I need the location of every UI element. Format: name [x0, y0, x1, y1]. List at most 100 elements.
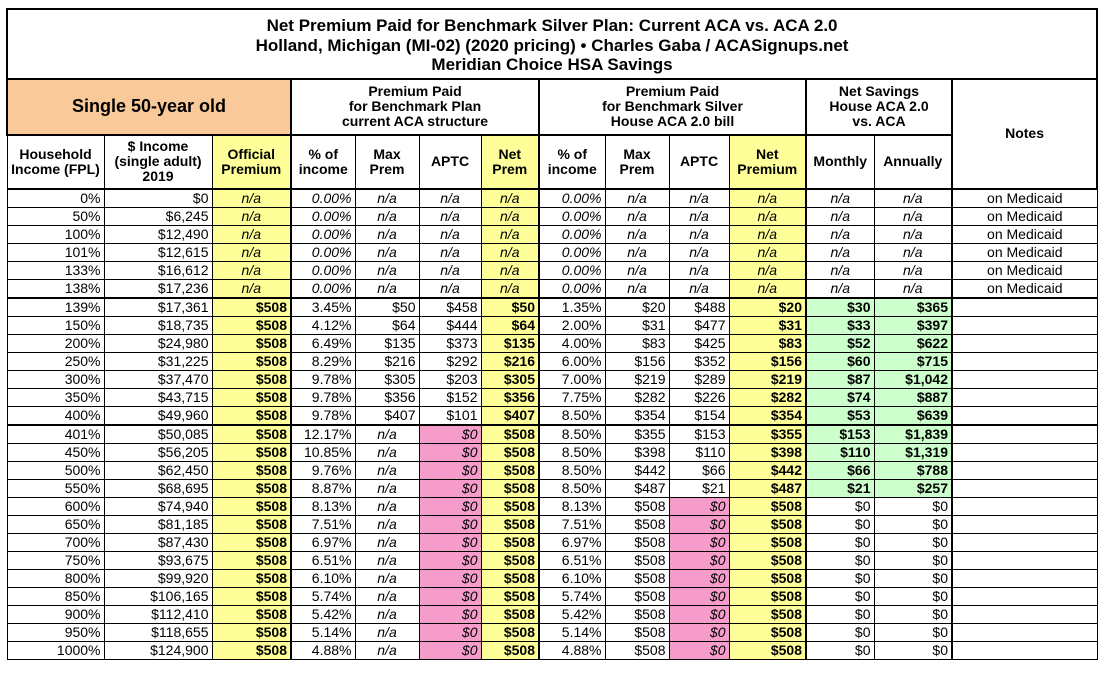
table-cell: $508: [211, 315, 292, 335]
table-cell: $20: [604, 297, 670, 317]
table-cell: $508: [604, 622, 670, 642]
table-cell: n/a: [668, 260, 730, 280]
table-cell: $508: [211, 568, 292, 588]
table-cell: $508: [480, 532, 540, 552]
table-cell: $508: [211, 333, 292, 353]
table-cell: 8.13%: [290, 496, 356, 516]
table-cell: n/a: [354, 206, 420, 226]
table-cell: 9.78%: [290, 369, 356, 389]
table-cell: 8.50%: [538, 424, 606, 444]
table-cell: $0: [668, 550, 730, 570]
table-cell: $887: [873, 387, 953, 407]
table-cell: 5.42%: [538, 604, 606, 624]
table-cell: $508: [604, 640, 670, 660]
table-cell: [950, 387, 1098, 407]
table-cell: $508: [211, 550, 292, 570]
table-cell: $355: [604, 424, 670, 444]
table-row: 150% $18,735 $508 4.12% $64 $444 $64 2.00% $31 $4…: [6, 315, 1098, 335]
table-cell: n/a: [354, 478, 420, 498]
table-cell: $74,940: [103, 496, 213, 516]
table-cell: $508: [211, 442, 292, 462]
table-row: 950% $118,655 $508 5.14% n/a $0 $508 5.14% $508 $…: [6, 622, 1098, 642]
table-cell: $0: [418, 550, 482, 570]
table-cell: n/a: [418, 224, 482, 244]
table-cell: on Medicaid: [950, 260, 1098, 280]
column-header: APTC: [668, 134, 730, 190]
table-cell: [950, 622, 1098, 642]
table-cell: n/a: [805, 260, 875, 280]
table-cell: $508: [480, 460, 540, 480]
table-cell: $622: [873, 333, 953, 353]
table-cell: $50: [480, 297, 540, 317]
table-cell: n/a: [418, 188, 482, 208]
table-cell: $152: [418, 387, 482, 407]
table-cell: n/a: [873, 224, 953, 244]
table-cell: $0: [805, 496, 875, 516]
table-cell: 8.13%: [538, 496, 606, 516]
table-cell: [950, 351, 1098, 371]
table-row: 350% $43,715 $508 9.78% $356 $152 $356 7.75% $28…: [6, 387, 1098, 407]
table-cell: 700%: [6, 532, 105, 552]
table-cell: $106,165: [103, 586, 213, 606]
table-cell: $153: [805, 424, 875, 444]
table-cell: $354: [728, 405, 807, 426]
table-cell: 350%: [6, 387, 105, 407]
table-cell: 7.00%: [538, 369, 606, 389]
table-cell: 0.00%: [290, 224, 356, 244]
table-cell: n/a: [418, 242, 482, 262]
table-cell: n/a: [354, 424, 420, 444]
table-cell: 6.51%: [538, 550, 606, 570]
table-cell: 1.35%: [538, 297, 606, 317]
table-cell: $0: [668, 514, 730, 534]
column-header: Official Premium: [211, 134, 292, 190]
table-row: 100% $12,490 n/a 0.00% n/a n/a n/a 0.00% n/a n/a n…: [6, 224, 1098, 244]
table-cell: 450%: [6, 442, 105, 462]
table-cell: [950, 496, 1098, 516]
table-cell: $64: [354, 315, 420, 335]
table-cell: n/a: [668, 206, 730, 226]
table-cell: $31,225: [103, 351, 213, 371]
table-cell: $62,450: [103, 460, 213, 480]
table-cell: $93,675: [103, 550, 213, 570]
table-cell: $87: [805, 369, 875, 389]
table-cell: $487: [728, 478, 807, 498]
table-cell: $1,319: [873, 442, 953, 462]
table-cell: 5.74%: [290, 586, 356, 606]
table-cell: 9.78%: [290, 405, 356, 426]
table-cell: n/a: [604, 278, 670, 299]
table-cell: n/a: [211, 206, 292, 226]
table-cell: n/a: [354, 242, 420, 262]
table-cell: $0: [873, 514, 953, 534]
table-cell: n/a: [604, 188, 670, 208]
table-cell: [950, 369, 1098, 389]
table-cell: $219: [604, 369, 670, 389]
column-header: % of income: [290, 134, 356, 190]
table-cell: 138%: [6, 278, 105, 299]
table-row: 700% $87,430 $508 6.97% n/a $0 $508 6.97% $508 $0…: [6, 532, 1098, 552]
table-cell: 150%: [6, 315, 105, 335]
table-cell: $0: [805, 640, 875, 660]
current-aca-header: Premium Paid for Benchmark Plan current …: [290, 77, 540, 136]
table-cell: [950, 586, 1098, 606]
table-cell: $508: [728, 604, 807, 624]
table-cell: 6.49%: [290, 333, 356, 353]
table-cell: 800%: [6, 568, 105, 588]
table-cell: $289: [668, 369, 730, 389]
column-header: Max Prem: [354, 134, 420, 190]
table-cell: $715: [873, 351, 953, 371]
table-cell: $50: [354, 297, 420, 317]
table-cell: $788: [873, 460, 953, 480]
table-row: 900% $112,410 $508 5.42% n/a $0 $508 5.42% $508 $…: [6, 604, 1098, 624]
table-cell: n/a: [354, 586, 420, 606]
table-cell: $87,430: [103, 532, 213, 552]
table-cell: $365: [873, 297, 953, 317]
table-cell: 750%: [6, 550, 105, 570]
table-cell: $21: [805, 478, 875, 498]
table-cell: $356: [354, 387, 420, 407]
table-cell: $17,236: [103, 278, 213, 299]
table-cell: $508: [728, 496, 807, 516]
table-cell: 6.97%: [290, 532, 356, 552]
table-cell: n/a: [354, 532, 420, 552]
table-cell: $508: [728, 550, 807, 570]
table-cell: n/a: [480, 188, 540, 208]
